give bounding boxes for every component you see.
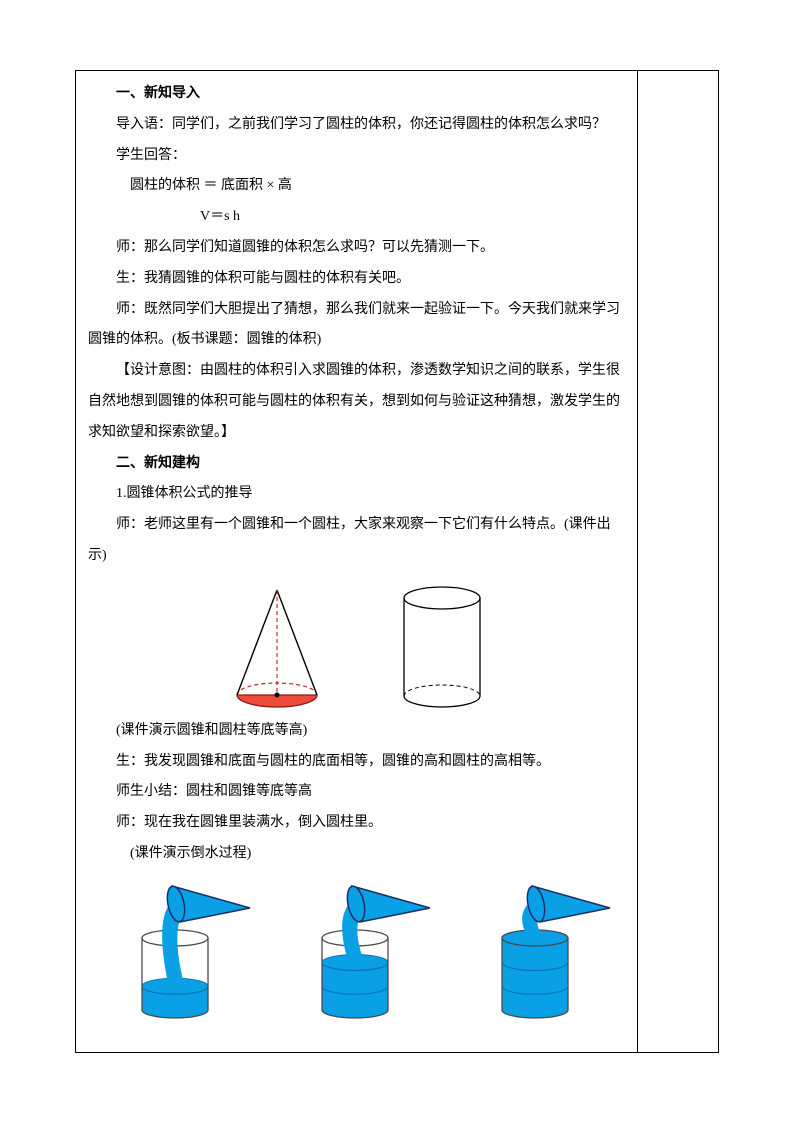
section1-heading: 一、新知导入 — [88, 79, 625, 110]
cone-cylinder-figure — [88, 582, 625, 710]
section1-p1: 导入语：同学们，之前我们学习了圆柱的体积，你还记得圆柱的体积怎么求吗？ — [88, 110, 625, 141]
section2-p5: 师生小结：圆柱和圆锥等底等高 — [88, 777, 625, 808]
cylinder-icon — [392, 584, 492, 710]
page-frame: 一、新知导入 导入语：同学们，之前我们学习了圆柱的体积，你还记得圆柱的体积怎么求… — [75, 70, 719, 1053]
section2-p2: 师：老师这里有一个圆锥和一个圆柱，大家来观察一下它们有什么特点。(课件出示) — [88, 510, 625, 572]
section1-p7: 师：既然同学们大胆提出了猜想，那么我们就来一起验证一下。今天我们就来学习圆锥的体… — [88, 295, 625, 357]
pour-step-1 — [102, 880, 252, 1020]
section1-p3: 圆柱的体积 ＝ 底面积 × 高 — [88, 171, 625, 202]
pour-figure-row — [88, 880, 625, 1020]
cone-icon — [222, 582, 332, 710]
side-column — [638, 71, 718, 1052]
section1-p5: 师：那么同学们知道圆锥的体积怎么求吗？可以先猜测一下。 — [88, 233, 625, 264]
section2-p3: (课件演示圆锥和圆柱等底等高) — [88, 716, 625, 747]
section1-design-intent: 【设计意图：由圆柱的体积引入求圆锥的体积，渗透数学知识之间的联系，学生很自然地想… — [88, 356, 625, 448]
pour-step-2 — [282, 880, 432, 1020]
section1-p4: V＝s h — [88, 202, 625, 233]
section2-heading: 二、新知建构 — [88, 449, 625, 480]
section2-p4: 生：我发现圆锥和底面与圆柱的底面相等，圆锥的高和圆柱的高相等。 — [88, 747, 625, 778]
section1-p6: 生：我猜圆锥的体积可能与圆柱的体积有关吧。 — [88, 264, 625, 295]
main-column: 一、新知导入 导入语：同学们，之前我们学习了圆柱的体积，你还记得圆柱的体积怎么求… — [76, 71, 638, 1052]
section1-p2: 学生回答： — [88, 141, 625, 172]
section2-p6: 师：现在我在圆锥里装满水，倒入圆柱里。 — [88, 808, 625, 839]
section2-p7: (课件演示倒水过程) — [88, 839, 625, 870]
pour-step-3 — [462, 880, 612, 1020]
section2-p1: 1.圆锥体积公式的推导 — [88, 479, 625, 510]
